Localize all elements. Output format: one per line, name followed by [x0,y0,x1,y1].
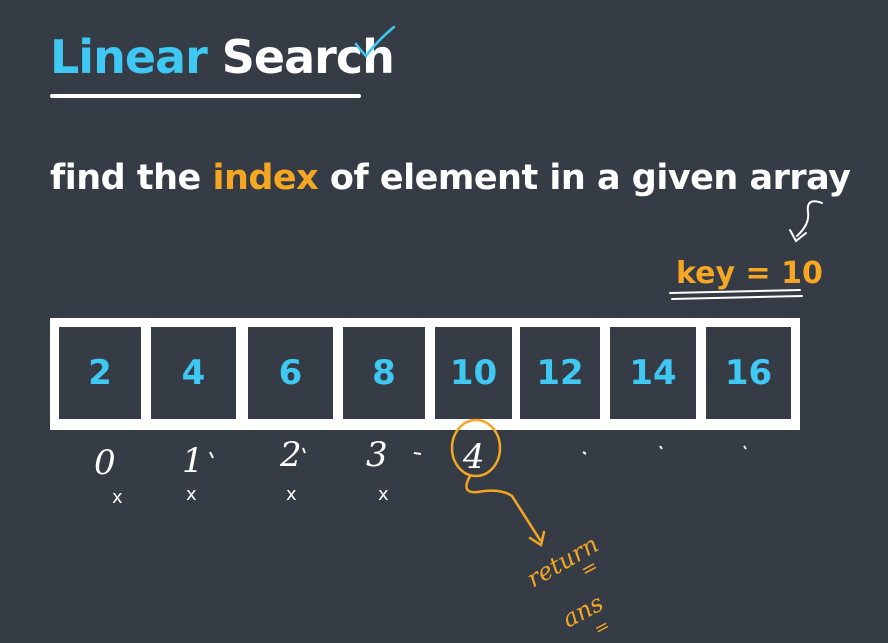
array-frame: 2 4 6 8 10 12 14 16 [50,318,800,430]
array-cell-6: 14 [610,327,696,419]
mark-x-1: x [186,484,197,505]
title-word-linear: Linear [50,30,208,84]
array-cell-7: 16 [706,327,791,419]
array-cell-0: 2 [59,327,141,419]
key-label: key = 10 [676,256,823,291]
mark-x-0: x [112,487,123,508]
index-3: 3 [366,435,388,475]
array-cell-4: 10 [435,327,512,419]
index-0: 0 [94,443,116,483]
tick-stroke-1 [209,451,214,459]
tick-stroke-2 [302,447,306,454]
return-arrowhead-icon [528,530,546,548]
pointer-arrowhead-icon [789,229,807,243]
title-underline [50,94,361,98]
array-value-7: 16 [724,353,773,393]
array-value-3: 8 [372,353,396,393]
index-4: 4 [462,437,485,477]
array-cell-2: 6 [248,327,333,419]
index-2: 2 [279,435,302,475]
array-value-1: 4 [181,353,206,393]
array-value-5: 12 [536,353,584,393]
pointer-arrow-icon [796,200,823,237]
statement-prefix: find the [50,158,213,198]
array-value-4: 10 [449,353,498,393]
key-underline-1 [669,289,801,294]
tick-stroke-3 [413,452,422,455]
checkmark-icon [354,25,396,58]
mark-x-2: x [286,484,297,505]
array-cell-1: 4 [151,327,236,419]
return-arrow-icon [465,474,542,542]
tick-stroke-4 [582,451,587,455]
array-value-0: 2 [88,353,112,393]
key-underline-2 [671,295,803,300]
found-index-circle [450,418,502,478]
tick-stroke-6 [743,445,747,450]
index-1: 1 [182,441,204,481]
array-value-6: 14 [629,353,677,393]
statement-suffix: of element in a given array [318,158,851,198]
mark-x-3: x [378,484,389,505]
array-cell-5: 12 [520,327,600,419]
statement-highlight: index [212,158,319,198]
array-cell-3: 8 [343,327,425,419]
problem-statement: find the index of element in a given arr… [50,158,851,198]
array-value-2: 6 [278,353,303,393]
tick-stroke-5 [659,445,663,450]
